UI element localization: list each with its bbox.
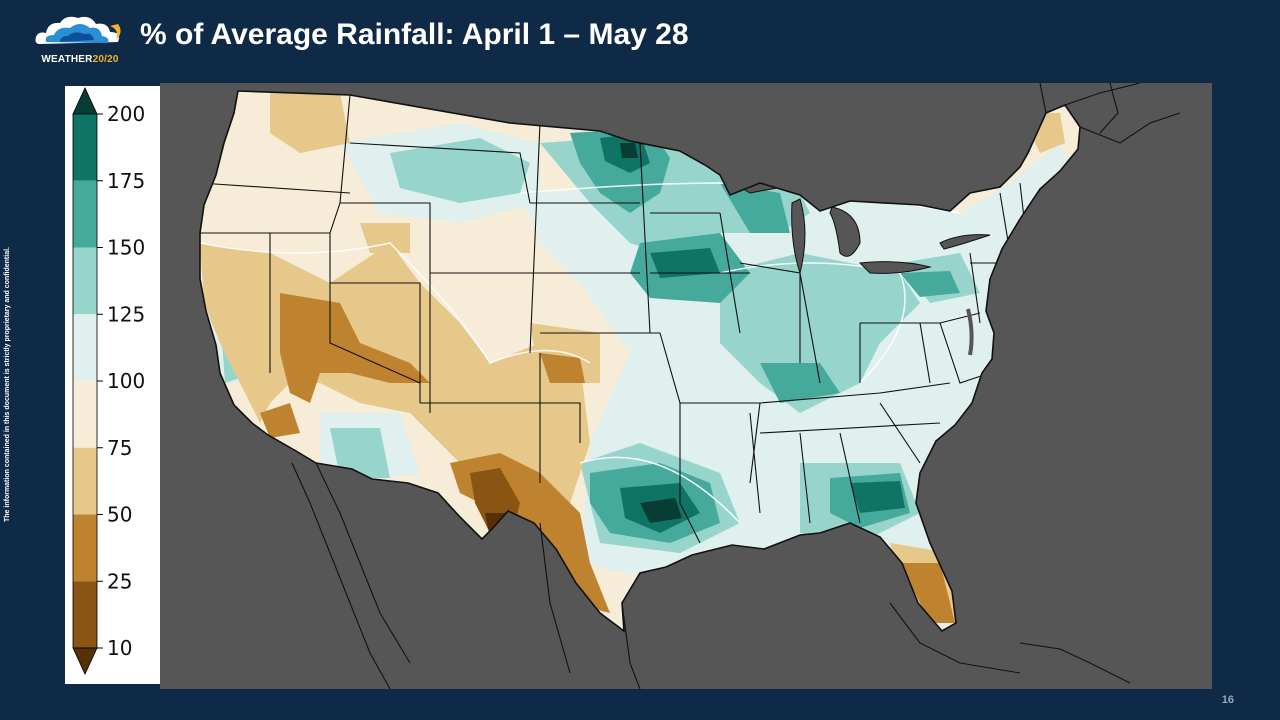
colorbar-tick-label: 125 xyxy=(107,302,145,326)
colorbar-bin xyxy=(73,381,97,448)
colorbar-tick-label: 100 xyxy=(107,369,145,393)
page-title: % of Average Rainfall: April 1 – May 28 xyxy=(140,18,689,51)
rainfall-legend: 200 175 150 125 100 75 50 25 10 xyxy=(65,86,160,684)
colorbar-tick-label: 25 xyxy=(107,569,132,593)
colorbar-bin xyxy=(73,447,97,515)
page-number: 16 xyxy=(1221,694,1234,706)
colorbar-bin xyxy=(73,514,97,582)
colorbar-tick-label: 50 xyxy=(107,503,132,527)
colorbar-over-triangle xyxy=(72,87,98,115)
colorbar-bin xyxy=(73,247,97,315)
weather2020-logo: WEATHER20/20 xyxy=(30,10,130,68)
colorbar-bin xyxy=(73,314,97,381)
colorbar-tick-label: 175 xyxy=(107,169,145,193)
logo-wordmark: WEATHER20/20 xyxy=(41,54,119,65)
colorbar-tick-label: 75 xyxy=(107,436,132,460)
us-rainfall-map-svg xyxy=(199,83,1181,689)
colorbar-bin xyxy=(73,180,97,248)
colorbar-under-triangle xyxy=(72,647,98,675)
cloud-logo-icon xyxy=(35,16,121,44)
colorbar-tick-label: 150 xyxy=(107,236,145,260)
rainfall-map xyxy=(160,83,1212,689)
colorbar-tick-label: 10 xyxy=(107,636,132,660)
colorbar: 200 175 150 125 100 75 50 25 10 xyxy=(72,87,145,675)
colorbar-tick-label: 200 xyxy=(107,102,145,126)
colorbar-bin xyxy=(73,114,97,181)
confidential-note: The information contained in this docume… xyxy=(4,247,11,522)
colorbar-bin xyxy=(73,581,97,648)
